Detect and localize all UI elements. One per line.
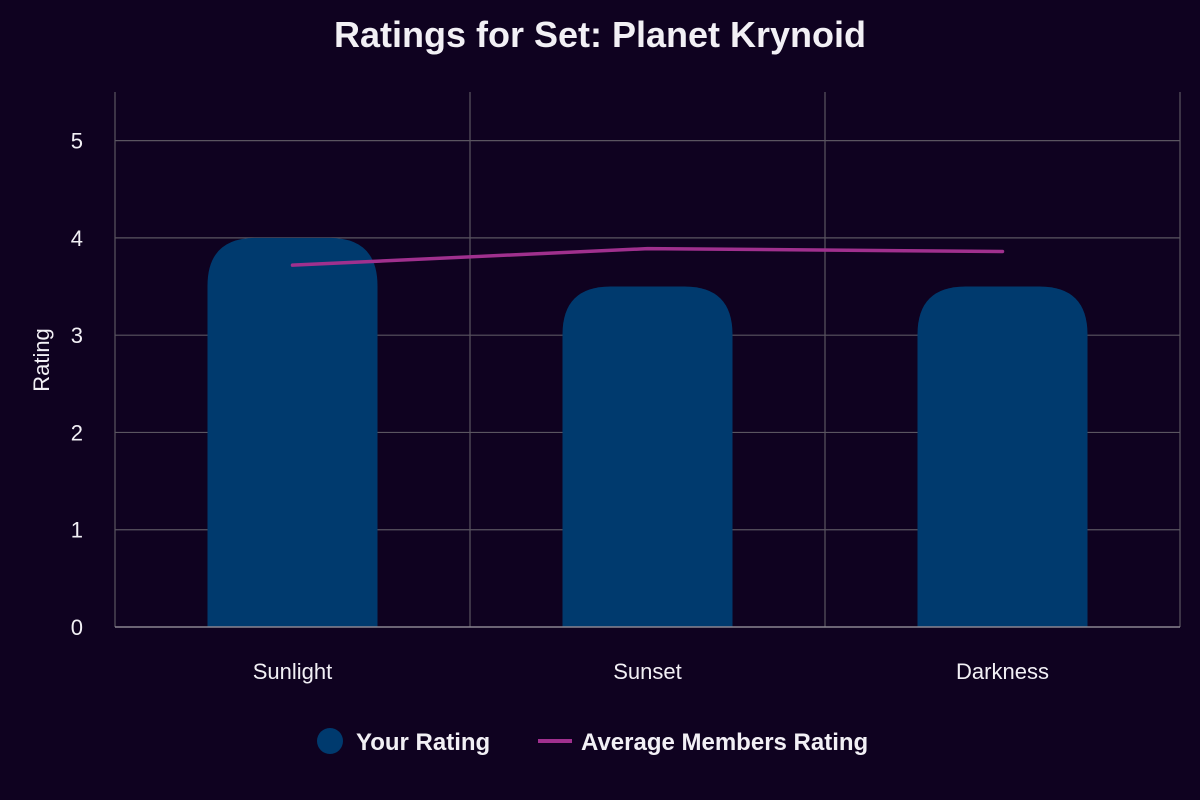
y-tick-label: 0	[71, 615, 83, 640]
line-series	[290, 246, 1005, 267]
legend-label-your-rating: Your Rating	[356, 729, 490, 756]
y-tick-label: 4	[71, 226, 83, 251]
average-line	[290, 246, 1005, 267]
y-tick-label: 5	[71, 129, 83, 154]
y-axis-label: Rating	[29, 328, 54, 392]
y-tick-label: 3	[71, 323, 83, 348]
x-tick-label: Darkness	[956, 659, 1049, 684]
legend: Your Rating Average Members Rating	[317, 728, 868, 756]
bar-series	[207, 237, 1088, 627]
bar	[917, 286, 1088, 627]
bar	[207, 237, 378, 627]
bar	[562, 286, 733, 627]
legend-label-average: Average Members Rating	[581, 729, 868, 756]
chart-title: Ratings for Set: Planet Krynoid	[333, 14, 867, 55]
x-tick-label: Sunset	[613, 659, 682, 684]
axes: 0 1 2 3 4 5 Sunlight Sunset Darkness	[71, 129, 1180, 684]
y-tick-label: 2	[71, 420, 83, 445]
legend-marker-your-rating	[317, 728, 343, 754]
y-tick-label: 1	[71, 518, 83, 543]
x-tick-label: Sunlight	[253, 659, 333, 684]
